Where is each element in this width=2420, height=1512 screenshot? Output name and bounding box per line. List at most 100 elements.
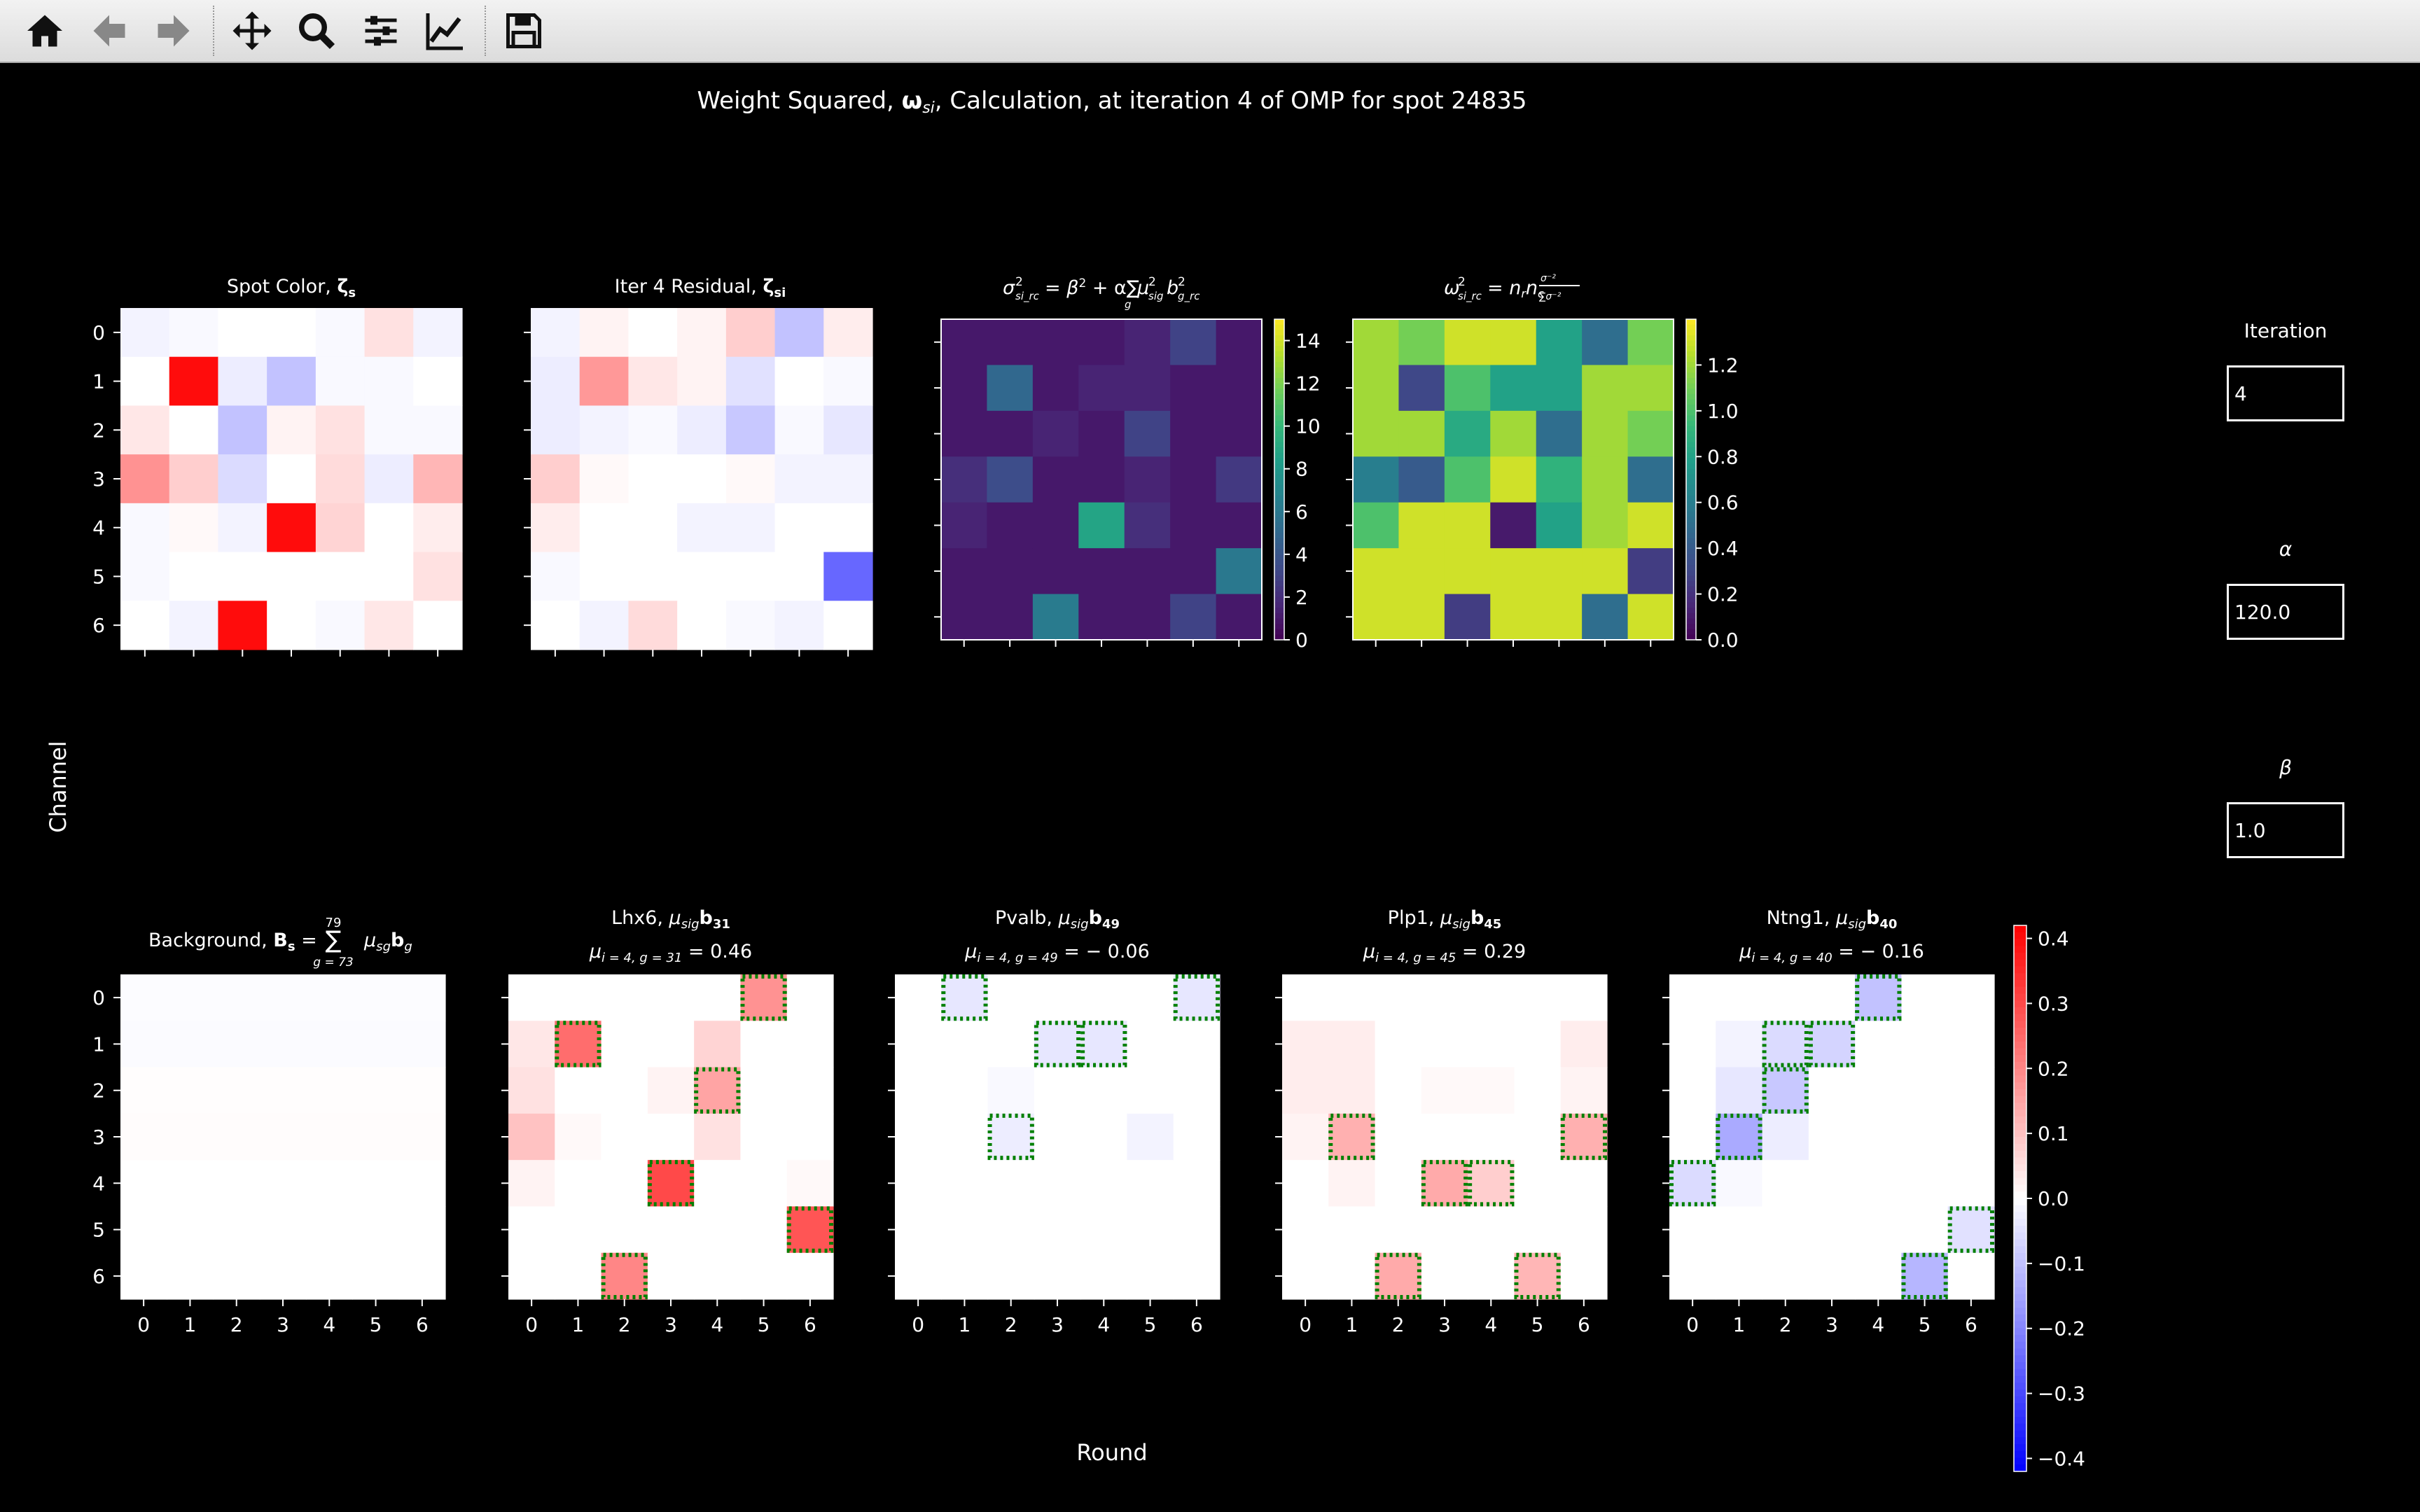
- sigma-squared-title: σ 2 si_rc = β2 + α∑ g μ 2 sig b 2 g_rc: [1003, 275, 1200, 311]
- heatmap-cell: [1490, 365, 1537, 412]
- heatmap-cell: [1582, 319, 1629, 366]
- heatmap-cell: [1901, 974, 1949, 1021]
- colorbar-segment: [1686, 346, 1696, 352]
- heatmap-cell: [1669, 1252, 1716, 1300]
- colorbar-segment: [1274, 362, 1284, 368]
- svg-text:σ: σ: [1003, 277, 1015, 299]
- heatmap-cell: [1173, 974, 1221, 1021]
- heatmap-cell: [1514, 1252, 1562, 1300]
- figure-canvas[interactable]: Weight Squared, ωsi, Calculation, at ite…: [0, 63, 2420, 1512]
- colorbar-segment: [2014, 1246, 2026, 1254]
- colorbar-segment: [1274, 367, 1284, 373]
- heatmap-cell: [508, 1113, 555, 1161]
- heatmap-cell: [1582, 594, 1629, 640]
- heatmap-cell: [1375, 1160, 1422, 1208]
- y-tick-label: 2: [92, 1079, 105, 1102]
- svg-text:= nrnc: = nrnc: [1487, 277, 1544, 300]
- colorbar-segment: [1274, 458, 1284, 464]
- svg-text:2: 2: [1178, 275, 1185, 289]
- colorbar-segment: [2014, 1321, 2026, 1329]
- heatmap-cell: [1127, 1067, 1174, 1114]
- heatmap-cell: [352, 974, 400, 1021]
- heatmap-cell: [1032, 456, 1079, 503]
- heatmap-cell: [987, 1160, 1035, 1208]
- heatmap-cell: [774, 601, 824, 650]
- colorbar-tick-label: 0.1: [2038, 1122, 2069, 1145]
- heatmap-cell: [1375, 1113, 1422, 1161]
- colorbar-segment: [1686, 517, 1696, 523]
- heatmap-cell: [774, 454, 824, 504]
- heatmap-cell: [1375, 1067, 1422, 1114]
- heatmap-cell: [1468, 1021, 1515, 1068]
- heatmap-cell: [1353, 319, 1400, 366]
- colorbar-segment: [1686, 500, 1696, 507]
- heatmap-cell: [167, 1160, 214, 1208]
- heatmap-cell: [1127, 1206, 1174, 1254]
- pan-button[interactable]: [227, 6, 277, 56]
- x-tick-label: 3: [1826, 1313, 1838, 1336]
- heatmap-cell: [218, 454, 267, 504]
- colorbar-segment: [1274, 500, 1284, 507]
- y-tick-label: 5: [92, 565, 105, 588]
- heatmap-cell: [1468, 1113, 1515, 1161]
- beta-textbox[interactable]: [2227, 802, 2344, 858]
- heatmap-cell: [120, 552, 170, 601]
- highlight-box: [786, 1206, 833, 1253]
- colorbar-segment: [1686, 458, 1696, 464]
- heatmap-cell: [1560, 1206, 1608, 1254]
- colorbar-segment: [2014, 932, 2026, 940]
- heatmap-cell: [1398, 502, 1445, 549]
- heatmap-cell: [725, 552, 776, 601]
- heatmap-cell: [786, 974, 834, 1021]
- gene-title: Plp1, μsigb45: [1388, 907, 1502, 932]
- heatmap-cell: [1762, 974, 1809, 1021]
- heatmap-cell: [364, 503, 414, 553]
- home-button[interactable]: [20, 6, 70, 56]
- colorbar-segment: [2014, 1417, 2026, 1424]
- colorbar-tick-label: 0.6: [1707, 491, 1739, 514]
- heatmap-cell: [120, 1252, 167, 1300]
- heatmap-cell: [218, 552, 267, 601]
- colorbar-tick-label: 0: [1295, 629, 1308, 652]
- colorbar-segment: [1686, 506, 1696, 512]
- alpha-textbox[interactable]: [2227, 584, 2344, 640]
- highlight-box: [1173, 974, 1220, 1021]
- heatmap-cell: [555, 1252, 602, 1300]
- heatmap-cell: [1328, 1160, 1376, 1208]
- heatmap-cell: [1560, 974, 1608, 1021]
- x-tick-label: 2: [1779, 1313, 1792, 1336]
- heatmap-cell: [267, 454, 317, 504]
- heatmap-cell: [364, 454, 414, 504]
- colorbar-segment: [2014, 1144, 2026, 1152]
- colorbar-segment: [2014, 1164, 2026, 1172]
- y-tick-label: 6: [92, 1265, 105, 1288]
- iteration-textbox[interactable]: [2227, 365, 2344, 421]
- save-button[interactable]: [499, 6, 549, 56]
- arrow-right-icon: [158, 15, 190, 47]
- highlight-box: [647, 1160, 695, 1207]
- colorbar-tick-label: 2: [1295, 586, 1308, 609]
- heatmap-cell: [601, 1113, 648, 1161]
- zoom-button[interactable]: [291, 6, 342, 56]
- heatmap-cell: [774, 405, 824, 455]
- subplots-button[interactable]: [356, 6, 406, 56]
- colorbar-segment: [1274, 474, 1284, 480]
- heatmap-cell: [1627, 594, 1674, 640]
- colorbar-tick-label: 0.8: [1707, 445, 1739, 468]
- heatmap-cell: [987, 594, 1034, 640]
- y-tick-label: 1: [92, 370, 105, 393]
- heatmap-cell: [1127, 1160, 1174, 1208]
- heatmap-cell: [306, 1113, 354, 1161]
- home-icon: [27, 15, 62, 47]
- heatmap-cell: [1901, 1252, 1949, 1300]
- colorbar-frame: [1685, 318, 1697, 640]
- heatmap-cell: [628, 454, 678, 504]
- forward-button[interactable]: [148, 6, 199, 56]
- colorbar-segment: [1274, 559, 1284, 566]
- axes-button[interactable]: [420, 6, 471, 56]
- heatmap-cell: [1032, 594, 1079, 640]
- heatmap-cell: [1282, 1206, 1329, 1254]
- back-button[interactable]: [84, 6, 134, 56]
- heatmap-cell: [1762, 1113, 1809, 1161]
- heatmap-cell: [677, 405, 727, 455]
